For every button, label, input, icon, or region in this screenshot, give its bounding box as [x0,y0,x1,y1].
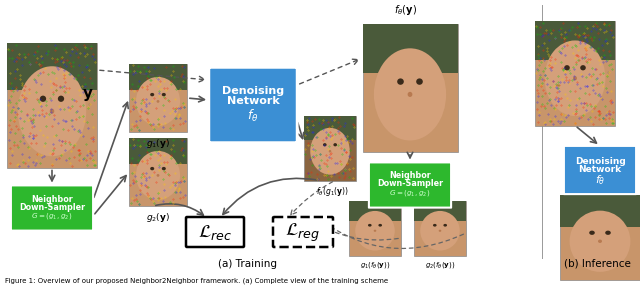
Ellipse shape [329,150,332,153]
FancyBboxPatch shape [349,201,401,255]
FancyBboxPatch shape [7,42,97,90]
Ellipse shape [368,224,372,227]
Ellipse shape [573,76,577,80]
Text: $g_2(\mathbf{y})$: $g_2(\mathbf{y})$ [146,211,170,224]
Ellipse shape [598,240,602,243]
Ellipse shape [136,77,180,126]
FancyBboxPatch shape [7,42,97,168]
Text: $f_\theta(\mathbf{y})$: $f_\theta(\mathbf{y})$ [394,3,417,17]
Text: $g_1(f_\theta(\mathbf{y}))$: $g_1(f_\theta(\mathbf{y}))$ [360,260,390,271]
FancyBboxPatch shape [560,194,640,227]
Text: $g_1(\mathbf{y})$: $g_1(\mathbf{y})$ [146,137,170,150]
Text: Denoising: Denoising [222,86,284,96]
Ellipse shape [323,143,326,146]
Text: $\mathcal{L}_{reg}$: $\mathcal{L}_{reg}$ [285,222,321,244]
FancyBboxPatch shape [535,21,615,60]
Ellipse shape [408,92,412,97]
Text: Denoising: Denoising [575,157,625,166]
Text: $f_\theta(g_1(\mathbf{y}))$: $f_\theta(g_1(\mathbf{y}))$ [316,186,348,199]
Ellipse shape [378,224,382,227]
FancyBboxPatch shape [349,201,401,221]
FancyBboxPatch shape [129,138,187,164]
FancyBboxPatch shape [186,217,244,247]
FancyBboxPatch shape [369,162,451,208]
Text: $f_\theta$: $f_\theta$ [247,108,259,124]
FancyBboxPatch shape [362,24,458,73]
Text: $G=(g_1,g_2)$: $G=(g_1,g_2)$ [31,211,73,221]
FancyBboxPatch shape [414,201,466,221]
FancyBboxPatch shape [304,116,356,140]
Ellipse shape [310,128,349,175]
FancyBboxPatch shape [304,116,356,181]
FancyBboxPatch shape [362,24,458,152]
Ellipse shape [150,167,154,170]
Ellipse shape [420,211,460,251]
Ellipse shape [605,231,611,235]
Ellipse shape [50,109,54,114]
Text: (b) Inference: (b) Inference [564,259,630,269]
Ellipse shape [355,211,395,251]
Ellipse shape [564,65,570,71]
Ellipse shape [570,211,630,272]
FancyBboxPatch shape [564,146,636,194]
FancyBboxPatch shape [560,194,640,279]
Ellipse shape [333,143,337,146]
Ellipse shape [589,231,595,235]
Text: $g_2(f_\theta(\mathbf{y}))$: $g_2(f_\theta(\mathbf{y}))$ [425,260,455,271]
Text: Network: Network [579,164,621,173]
Ellipse shape [150,93,154,96]
Ellipse shape [374,48,446,140]
Text: Network: Network [227,96,280,106]
FancyBboxPatch shape [209,67,297,143]
FancyBboxPatch shape [535,21,615,125]
Ellipse shape [162,93,166,96]
FancyBboxPatch shape [129,64,187,132]
FancyBboxPatch shape [129,64,187,90]
Text: $\mathcal{L}_{rec}$: $\mathcal{L}_{rec}$ [198,223,232,242]
Ellipse shape [136,151,180,200]
Ellipse shape [157,174,159,177]
Text: $G=(g_1,g_2)$: $G=(g_1,g_2)$ [389,188,431,198]
FancyBboxPatch shape [273,217,333,247]
Text: (a) Training: (a) Training [218,259,278,269]
Ellipse shape [162,167,166,170]
Ellipse shape [18,66,86,156]
Ellipse shape [433,224,436,227]
Ellipse shape [545,40,605,116]
Ellipse shape [580,65,586,71]
Text: $f_\theta$: $f_\theta$ [595,173,605,187]
Ellipse shape [157,100,159,103]
Ellipse shape [40,96,46,102]
Text: Neighbor: Neighbor [389,171,431,181]
FancyBboxPatch shape [129,138,187,206]
Ellipse shape [374,230,376,232]
Text: $\mathbf{y}$: $\mathbf{y}$ [82,87,93,103]
Text: Down-Sampler: Down-Sampler [377,179,443,188]
FancyBboxPatch shape [414,201,466,255]
Text: Figure 1: Overview of our proposed Neighbor2Neighbor framework. (a) Complete vie: Figure 1: Overview of our proposed Neigh… [5,278,388,284]
Ellipse shape [438,230,442,232]
Text: Down-Sampler: Down-Sampler [19,203,85,212]
FancyBboxPatch shape [11,186,93,231]
Ellipse shape [58,96,64,102]
Text: Neighbor: Neighbor [31,194,73,203]
Ellipse shape [444,224,447,227]
Ellipse shape [416,78,423,85]
Ellipse shape [397,78,404,85]
